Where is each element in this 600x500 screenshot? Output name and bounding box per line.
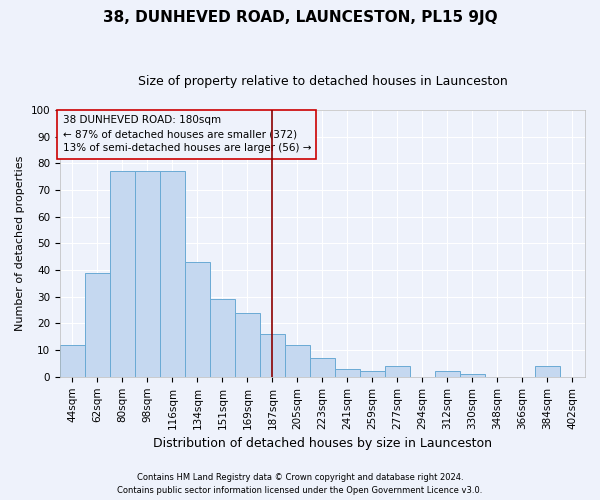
Bar (185, 262, 210, 377)
Bar (60, 345, 85, 377)
Bar (385, 366, 410, 377)
Bar (360, 372, 385, 377)
Bar (235, 313, 260, 377)
Text: 38, DUNHEVED ROAD, LAUNCESTON, PL15 9JQ: 38, DUNHEVED ROAD, LAUNCESTON, PL15 9JQ (103, 10, 497, 25)
Text: Contains HM Land Registry data © Crown copyright and database right 2024.
Contai: Contains HM Land Registry data © Crown c… (118, 473, 482, 495)
Bar (260, 334, 285, 377)
Bar (435, 372, 460, 377)
Bar (335, 369, 360, 377)
Bar (310, 358, 335, 377)
Y-axis label: Number of detached properties: Number of detached properties (15, 156, 25, 331)
Bar (135, 172, 160, 377)
Bar (535, 366, 560, 377)
Bar (210, 300, 235, 377)
Text: 38 DUNHEVED ROAD: 180sqm
← 87% of detached houses are smaller (372)
13% of semi-: 38 DUNHEVED ROAD: 180sqm ← 87% of detach… (62, 116, 311, 154)
Bar (160, 172, 185, 377)
Bar (460, 374, 485, 377)
Title: Size of property relative to detached houses in Launceston: Size of property relative to detached ho… (137, 75, 508, 88)
Bar (285, 345, 310, 377)
Bar (85, 273, 110, 377)
Bar (110, 172, 135, 377)
X-axis label: Distribution of detached houses by size in Launceston: Distribution of detached houses by size … (153, 437, 492, 450)
